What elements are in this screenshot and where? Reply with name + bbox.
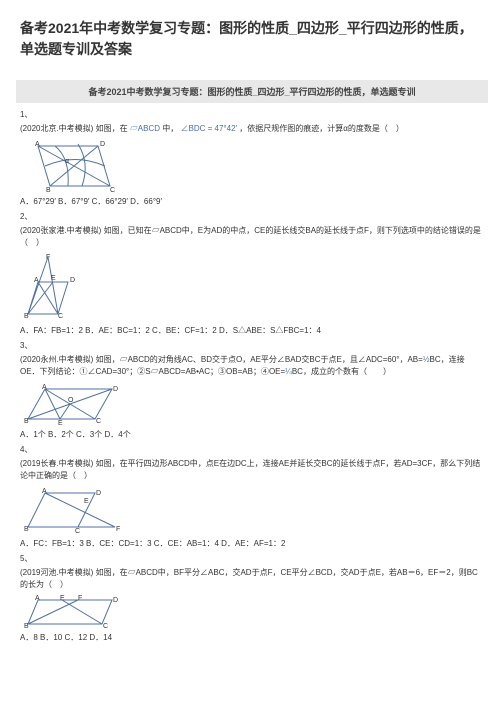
q4-options: A．FC：FB=1：3 B．CE：CD=1：3 C．CE：AB=1：4 D．AE… (20, 538, 484, 550)
svg-text:C: C (110, 187, 115, 193)
svg-text:B: B (24, 623, 29, 629)
q3-frac1: ½ (423, 355, 430, 364)
q3-frac2: ¼ (285, 367, 292, 376)
svg-text:C: C (75, 528, 80, 535)
q2-text: (2020张家港.中考模拟) 如图，已知在▱ABCD中，E为AD的中点，CE的延… (20, 225, 484, 249)
q2-options: A．FA：FB=1：2 B．AE：BC=1：2 C．BE：CF=1：2 D．S△… (20, 325, 484, 337)
svg-text:B: B (24, 313, 29, 320)
svg-text:E: E (60, 595, 65, 602)
svg-text:B: B (46, 187, 51, 193)
q3-options: A．1个 B．2个 C．3个 D．4个 (20, 429, 484, 441)
section-subtitle: 备考2021中考数学复习专题：图形的性质_四边形_平行四边形的性质，单选题专训 (16, 80, 488, 103)
q3-text: (2020永州.中考模拟) 如图，▱ABCD的对角线AC、BD交于点O，AE平分… (20, 354, 484, 378)
svg-text:F: F (46, 254, 50, 261)
svg-text:E: E (58, 420, 63, 426)
svg-text:A: A (42, 384, 47, 391)
page-title: 备考2021年中考数学复习专题：图形的性质_四边形_平行四边形的性质，单选题专训… (20, 18, 484, 60)
q4-diagram: A D E B C F (20, 485, 484, 535)
q1-diagram: A D B C α (20, 138, 484, 193)
q4-text: (2019长春.中考模拟) 如图，在平行四边形ABCD中，点E在边DC上，连接A… (20, 458, 484, 482)
q2-num: 2、 (20, 211, 484, 223)
content-body: 1、 (2020北京.中考模拟) 如图，在 ▱ABCD 中， ∠BDC = 47… (0, 109, 504, 644)
q1-angle: ∠BDC = 47°42′ (181, 124, 238, 133)
q2-diagram: F A E D B C (20, 252, 484, 322)
q5-options: A．8 B．10 C．12 D．14 (20, 632, 484, 644)
svg-text:C: C (103, 623, 108, 629)
svg-text:A: A (35, 141, 40, 148)
svg-text:D: D (70, 277, 75, 284)
q5-num: 5、 (20, 553, 484, 565)
svg-text:F: F (116, 526, 120, 533)
q5-text: (2019河池.中考模拟) 如图，在▱ABCD中，BF平分∠ABC，交AD于点F… (20, 567, 484, 591)
svg-text:A: A (34, 277, 39, 284)
q1-text-mid2: 中， (162, 124, 178, 133)
q1-text-suffix: ，依据尺规作图的痕迹，计算α的度数是（ ） (239, 124, 404, 133)
svg-text:D: D (113, 386, 118, 393)
q1-text: (2020北京.中考模拟) 如图，在 ▱ABCD 中， ∠BDC = 47°42… (20, 123, 484, 135)
q3-diagram: A D B E C O (20, 381, 484, 426)
svg-text:B: B (24, 418, 29, 425)
q4-num: 4、 (20, 444, 484, 456)
svg-text:A: A (42, 488, 47, 495)
svg-text:D: D (100, 141, 105, 148)
svg-text:D: D (113, 597, 118, 604)
svg-text:O: O (68, 397, 74, 404)
svg-text:C: C (96, 418, 101, 425)
svg-text:F: F (78, 595, 82, 602)
q3-prefix: (2020永州.中考模拟) 如图，▱ABCD的对角线AC、BD交于点O，AE平分… (20, 355, 423, 364)
q3-suffix: BC，成立的个数有（ ） (292, 367, 391, 376)
svg-text:α: α (65, 158, 69, 165)
svg-text:B: B (24, 526, 29, 533)
svg-text:E: E (51, 275, 56, 282)
q1-num: 1、 (20, 109, 484, 121)
svg-text:E: E (84, 498, 89, 505)
svg-text:C: C (58, 313, 63, 320)
q1-symbol1: ▱ABCD (130, 124, 160, 133)
svg-text:A: A (35, 595, 40, 602)
q5-diagram: A E F D B C (20, 594, 484, 629)
q1-text-prefix: (2020北京.中考模拟) 如图，在 (20, 124, 128, 133)
svg-text:D: D (96, 490, 101, 497)
q3-num: 3、 (20, 340, 484, 352)
q1-options: A．67°29′ B．67°9′ C．66°29′ D．66°9′ (20, 196, 484, 208)
